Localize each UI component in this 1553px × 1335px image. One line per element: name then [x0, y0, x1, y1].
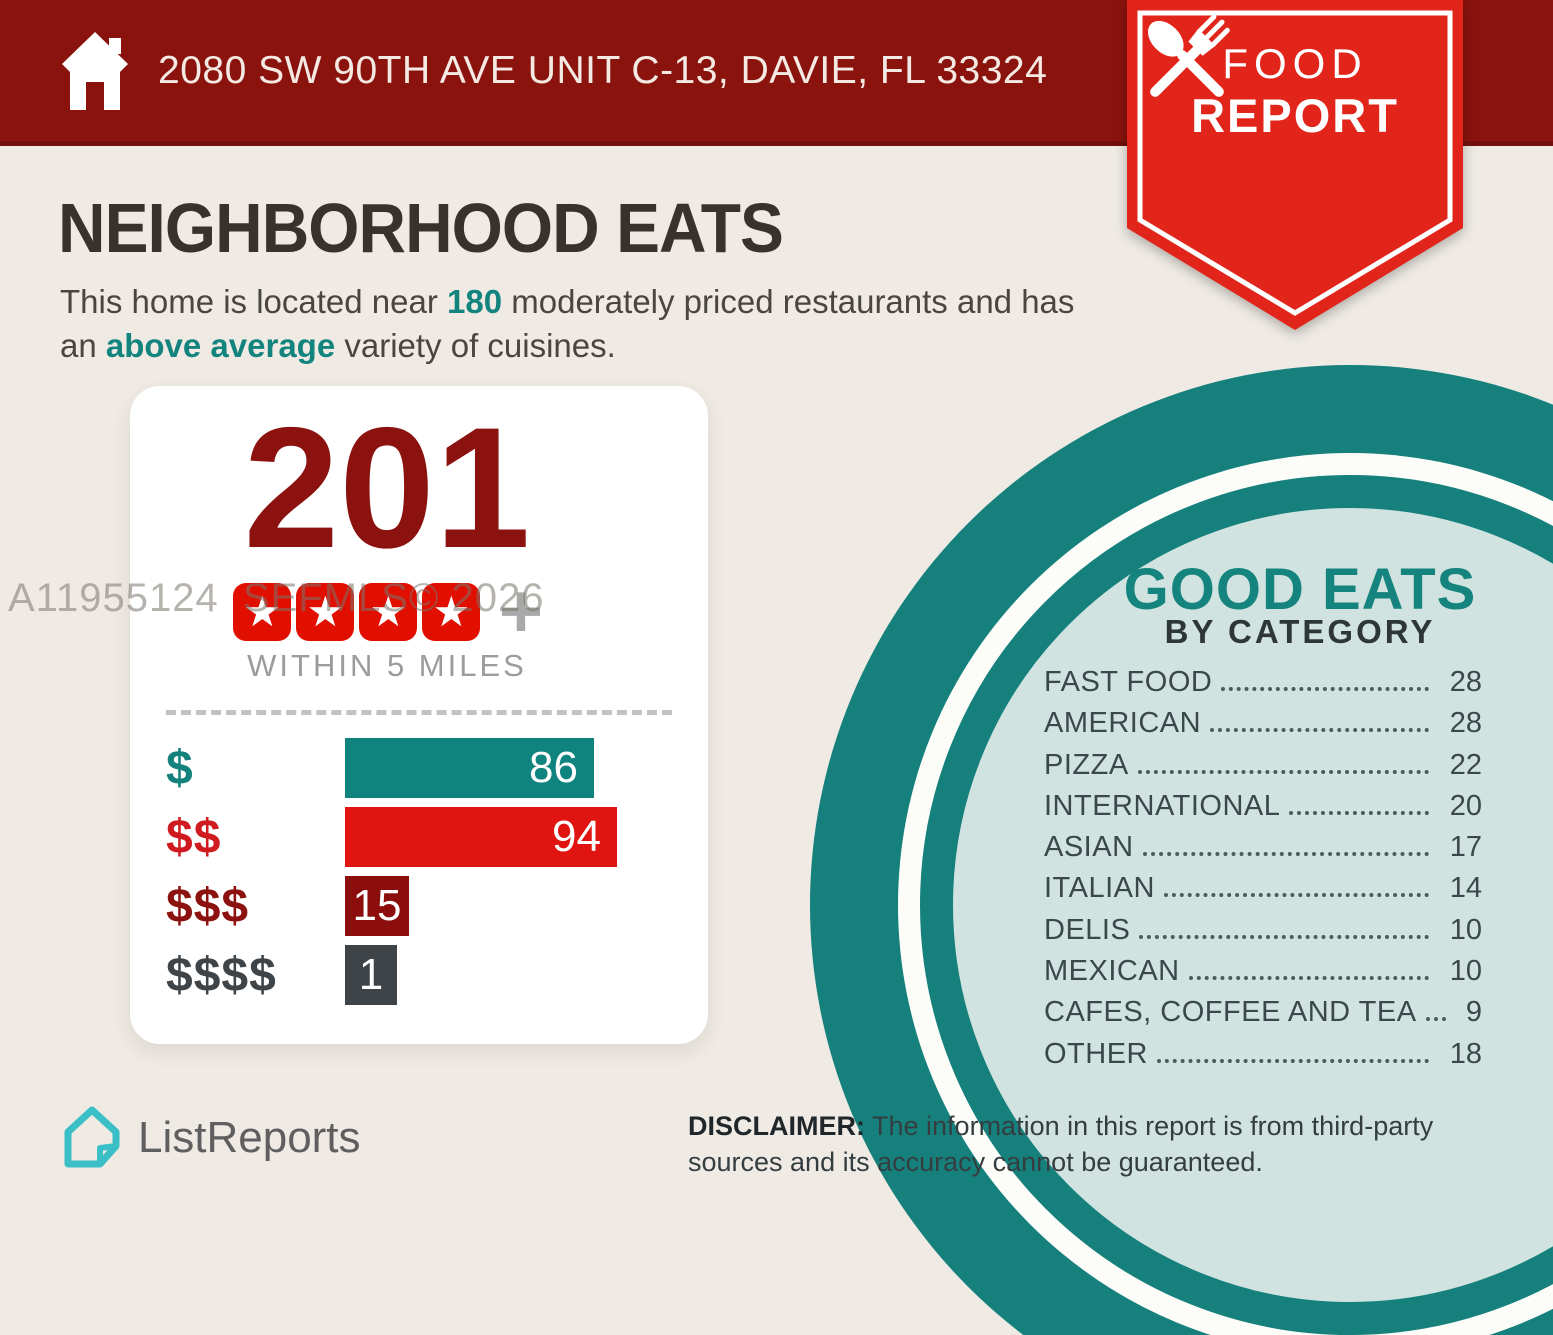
category-list: FAST FOOD 28 AMERICAN 28 PIZZA 22 INTERNATIONA… [1044, 666, 1482, 1079]
category-row: INTERNATIONAL 20 [1044, 790, 1482, 831]
price-level-label: $$ [166, 810, 222, 864]
dotted-leader [1210, 728, 1429, 733]
price-level-label: $ [166, 741, 194, 795]
price-bar-row: $$ 94 [130, 807, 708, 867]
star-icon: ★ [233, 583, 292, 641]
category-label: ITALIAN [1044, 872, 1155, 905]
dotted-leader [1142, 852, 1429, 857]
price-level-label: $$$ [166, 879, 250, 933]
dotted-leader [1137, 769, 1429, 774]
category-row: AMERICAN 28 [1044, 707, 1482, 748]
good-eats-subtitle: BY CATEGORY [1164, 613, 1436, 650]
category-label: OTHER [1044, 1037, 1148, 1070]
category-value: 18 [1449, 1037, 1482, 1070]
ribbon-title-report: REPORT [1191, 89, 1399, 142]
dotted-leader [1221, 687, 1429, 691]
category-label: INTERNATIONAL [1044, 789, 1281, 822]
home-icon [62, 32, 128, 110]
intro-pre: This home is located near [60, 283, 448, 320]
listreports-logo: ListReports [60, 1104, 361, 1172]
plus-sign: + [498, 569, 544, 654]
listreports-house-icon [64, 1106, 120, 1168]
price-bar-value: 86 [529, 743, 578, 792]
category-row: FAST FOOD 28 [1044, 666, 1482, 707]
category-row: OTHER 18 [1044, 1038, 1482, 1079]
intro-post: variety of cuisines. [335, 326, 616, 364]
price-level-label: $$$$ [166, 948, 277, 1002]
spoon-fork-icon [1147, 14, 1230, 97]
star-icon: ★ [359, 583, 418, 641]
price-bar: 94 [345, 807, 617, 867]
mls-watermark: A11955124 SEFMLS© 2026 [8, 576, 545, 620]
total-restaurants: 201 [243, 392, 531, 584]
category-value: 10 [1449, 913, 1482, 946]
dotted-leader [1425, 1017, 1446, 1022]
category-label: FAST FOOD [1044, 666, 1213, 698]
dotted-leader [1289, 810, 1429, 815]
category-label: PIZZA [1044, 748, 1129, 781]
dotted-leader [1139, 934, 1429, 939]
dashed-divider [166, 710, 672, 715]
food-report-ribbon: FOOD REPORT [1127, 0, 1463, 336]
category-value: 20 [1449, 789, 1482, 822]
category-value: 28 [1449, 707, 1482, 740]
disclaimer-label: DISCLAIMER: [688, 1111, 865, 1141]
category-row: DELIS 10 [1044, 914, 1482, 955]
radius-label: WITHIN 5 MILES [247, 648, 527, 683]
price-bar-value: 1 [358, 950, 384, 999]
intro-text: This home is located near 180 moderately… [60, 280, 1100, 368]
category-row: ASIAN 17 [1044, 831, 1482, 872]
intro-highlight: above average [105, 326, 336, 364]
category-label: CAFES, COFFEE AND TEA [1044, 996, 1417, 1029]
category-value: 22 [1449, 748, 1482, 781]
price-bar-value: 94 [552, 812, 601, 861]
category-value: 14 [1449, 872, 1482, 905]
price-bar: 1 [345, 945, 397, 1005]
dotted-leader [1163, 893, 1429, 898]
disclaimer-text: The information in this report is from t… [688, 1111, 1434, 1178]
listreports-wordmark: ListReports [138, 1113, 361, 1162]
category-value: 28 [1449, 666, 1482, 698]
category-label: DELIS [1044, 913, 1131, 946]
good-eats-title: GOOD EATS [1123, 557, 1477, 622]
category-row: ITALIAN 14 [1044, 872, 1482, 913]
category-label: ASIAN [1044, 831, 1134, 864]
price-bar-row: $$$$ 1 [130, 945, 708, 1005]
category-row: PIZZA 22 [1044, 749, 1482, 790]
price-bar-row: $86 [130, 738, 708, 798]
ribbon-title-food: FOOD [1222, 40, 1368, 87]
price-bar: 86 [345, 738, 594, 798]
page-title: NEIGHBORHOOD EATS [58, 189, 784, 267]
dotted-leader [1188, 976, 1429, 981]
stats-card: 201 ★ ★ ★ ★ + WITHIN 5 MILES $86 $$ 94 $$$ 15 $$$… [130, 386, 708, 1044]
category-label: MEXICAN [1044, 955, 1180, 988]
price-bar-row: $$$ 15 [130, 876, 708, 936]
category-row: MEXICAN 10 [1044, 955, 1482, 996]
star-rating: ★ ★ ★ ★ + [130, 569, 644, 654]
restaurant-count: 180 [447, 283, 503, 320]
price-bar-value: 15 [352, 881, 402, 930]
property-address: 2080 SW 90TH AVE UNIT C-13, DAVIE, FL 33… [158, 48, 1048, 92]
disclaimer: DISCLAIMER: The information in this repo… [688, 1108, 1488, 1181]
intro-mid: moderately priced restaurants and has an [60, 283, 1075, 364]
star-icon: ★ [422, 583, 481, 641]
dotted-leader [1157, 1058, 1429, 1063]
category-label: AMERICAN [1044, 707, 1202, 740]
category-value: 9 [1465, 996, 1482, 1029]
category-value: 17 [1449, 831, 1482, 864]
category-row: CAFES, COFFEE AND TEA 9 [1044, 996, 1482, 1037]
star-icon: ★ [296, 583, 355, 641]
category-value: 10 [1449, 955, 1482, 988]
price-bar: 15 [345, 876, 409, 936]
